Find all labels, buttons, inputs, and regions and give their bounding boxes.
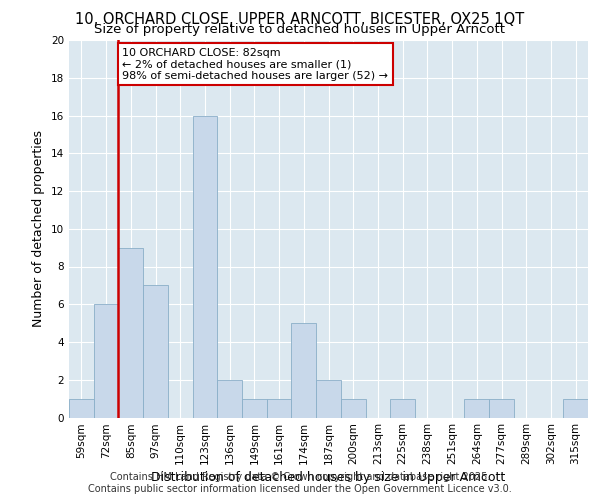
- Bar: [489, 398, 514, 417]
- Bar: [464, 398, 489, 417]
- X-axis label: Distribution of detached houses by size in Upper Arncott: Distribution of detached houses by size …: [151, 472, 506, 484]
- Bar: [217, 380, 242, 418]
- Bar: [143, 286, 168, 418]
- Text: Size of property relative to detached houses in Upper Arncott: Size of property relative to detached ho…: [95, 24, 505, 36]
- Bar: [69, 398, 94, 417]
- Bar: [193, 116, 217, 418]
- Bar: [390, 398, 415, 417]
- Bar: [316, 380, 341, 418]
- Text: Contains HM Land Registry data © Crown copyright and database right 2025.
Contai: Contains HM Land Registry data © Crown c…: [88, 472, 512, 494]
- Y-axis label: Number of detached properties: Number of detached properties: [32, 130, 46, 327]
- Bar: [341, 398, 365, 417]
- Bar: [94, 304, 118, 418]
- Text: 10 ORCHARD CLOSE: 82sqm
← 2% of detached houses are smaller (1)
98% of semi-deta: 10 ORCHARD CLOSE: 82sqm ← 2% of detached…: [122, 48, 388, 80]
- Text: 10, ORCHARD CLOSE, UPPER ARNCOTT, BICESTER, OX25 1QT: 10, ORCHARD CLOSE, UPPER ARNCOTT, BICEST…: [76, 12, 524, 28]
- Bar: [242, 398, 267, 417]
- Bar: [292, 323, 316, 418]
- Bar: [267, 398, 292, 417]
- Bar: [118, 248, 143, 418]
- Bar: [563, 398, 588, 417]
